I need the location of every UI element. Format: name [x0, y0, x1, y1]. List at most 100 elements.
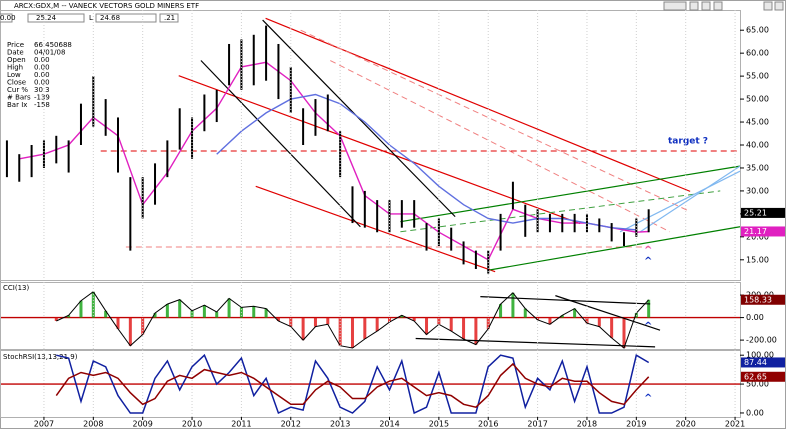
trend-line — [619, 170, 741, 233]
cci-bar — [350, 317, 354, 348]
cci-bar — [202, 305, 206, 318]
x-tick-label: 2007 — [34, 420, 54, 429]
cci-bar — [486, 317, 490, 329]
info-label: Cur % — [7, 86, 28, 94]
info-value: -158 — [34, 101, 50, 109]
toolbar-button[interactable] — [701, 1, 711, 11]
x-tick-label: 2018 — [577, 420, 597, 429]
x-tick-label: 2013 — [330, 420, 350, 429]
field-box — [27, 13, 85, 23]
trend-line — [300, 29, 691, 213]
cci-title: CCI(13) — [3, 284, 29, 292]
x-tick-label: 2010 — [182, 420, 202, 429]
stoch-title: StochRSI(13,13,21,9) — [3, 353, 78, 361]
y-tick-label: 40.00 — [746, 141, 769, 150]
x-tick-label: 2009 — [132, 420, 152, 429]
toolbar-button[interactable] — [689, 1, 699, 11]
cci-bar — [128, 317, 132, 346]
field-box — [95, 13, 157, 23]
header-field: 0.00 — [0, 14, 16, 22]
cci-bar — [338, 317, 342, 346]
info-value: 30.3 — [34, 86, 50, 94]
y-tick-label: 100.00 — [746, 351, 774, 360]
cci-bar — [573, 308, 577, 318]
trend-line — [330, 60, 671, 233]
y-tick-label: 65.00 — [746, 26, 769, 35]
trend-line — [415, 337, 656, 348]
cci-bar — [116, 317, 120, 329]
cci-bar — [474, 317, 478, 345]
info-label: Close — [7, 79, 26, 87]
last-value-box — [741, 294, 785, 305]
caret-annotation: ^ — [644, 245, 652, 256]
cci-bar — [388, 317, 392, 323]
cci-bar — [104, 310, 108, 318]
cci-bar — [462, 317, 466, 339]
cci-bar — [363, 317, 367, 339]
info-label: High — [7, 64, 23, 72]
cci-bar — [647, 299, 651, 318]
cci-bar — [252, 306, 256, 318]
toolbar-button[interactable] — [713, 1, 723, 11]
info-label: Open — [7, 56, 26, 64]
y-tick-label: 45.00 — [746, 118, 769, 127]
header-field: .21 — [164, 14, 175, 22]
x-tick-label: 2019 — [626, 420, 646, 429]
info-value: 0.00 — [34, 64, 50, 72]
trend-line — [490, 226, 741, 271]
cci-bar — [548, 317, 552, 325]
header-field: 25.24 — [36, 14, 57, 22]
last-value-label: 25.21 — [744, 208, 767, 217]
y-tick-label: 50.00 — [746, 95, 769, 104]
x-tick-label: 2011 — [231, 420, 251, 429]
toolbar-button[interactable] — [763, 1, 773, 11]
last-value-label: 87.44 — [744, 358, 767, 367]
cci-bar — [326, 317, 330, 325]
trend-line — [555, 295, 661, 331]
y-tick-label: 55.00 — [746, 72, 769, 81]
cci-bar — [499, 304, 503, 318]
cci-bar — [437, 317, 441, 325]
toolbar-button[interactable] — [663, 1, 687, 11]
y-tick-label: 50.00 — [746, 380, 769, 389]
info-value: -139 — [34, 94, 50, 102]
trend-line — [200, 60, 361, 228]
cci-bar — [523, 308, 527, 318]
cci-bar — [313, 317, 317, 327]
x-tick-label: 2008 — [83, 420, 103, 429]
trend-line — [400, 190, 721, 233]
info-value: 66.450688 — [34, 41, 72, 49]
last-value-box — [741, 226, 785, 237]
x-tick-label: 2014 — [379, 420, 399, 429]
last-value-label: 158.33 — [744, 295, 772, 304]
cci-bar — [425, 317, 429, 335]
info-value: 0.00 — [34, 56, 50, 64]
info-value: 04/01/08 — [34, 49, 65, 57]
cci-bar — [585, 317, 589, 324]
last-value-label: 62.65 — [744, 372, 767, 381]
x-tick-label: 2016 — [478, 420, 498, 429]
cci-bar — [264, 308, 268, 318]
info-label: # Bars — [7, 94, 31, 102]
chart-title: ARCX:GDX,M -- VANECK VECTORS GOLD MINERS… — [14, 2, 199, 10]
x-tick-label: 2015 — [429, 420, 449, 429]
trend-line — [480, 296, 651, 305]
cci-bar — [67, 315, 71, 318]
y-tick-label: 0.00 — [746, 408, 764, 417]
moving-average — [216, 93, 637, 231]
cci-bar — [622, 317, 626, 348]
last-value-box — [741, 357, 785, 368]
trend-line — [255, 185, 496, 273]
header-field: L — [89, 14, 93, 22]
header-fields: 0.00 25.24 L 24.68 .21 — [0, 13, 179, 23]
y-tick-label: 20.00 — [746, 232, 769, 241]
y-tick-label: -200.00 — [746, 336, 777, 345]
x-tick-label: 2021 — [725, 420, 745, 429]
cci-bar — [289, 317, 293, 327]
toolbar-button[interactable] — [774, 1, 784, 11]
cci-bar — [276, 317, 280, 321]
x-tick-label: 2012 — [281, 420, 301, 429]
last-value-label: 21.17 — [744, 227, 767, 236]
cci-bar — [215, 311, 219, 318]
cci-bar — [560, 315, 564, 318]
